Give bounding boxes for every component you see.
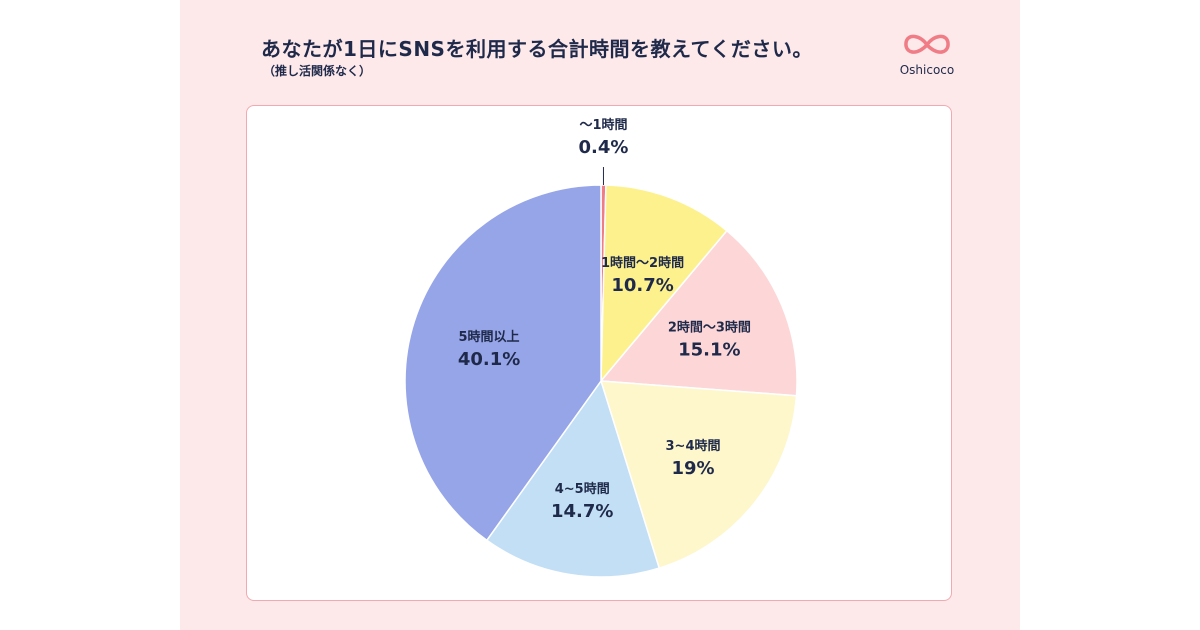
slice-label: 5時間以上 [459,329,520,345]
chart-title: あなたが1日にSNSを利用する合計時間を教えてください。 [261,37,813,61]
slice-value: 14.7% [551,501,613,522]
slice-value: 15.1% [678,339,740,360]
logo-text: Oshicoco [899,63,955,77]
slice-label: 3~4時間 [666,438,721,454]
pie-slice [600,184,728,384]
slice-label: 4~5時間 [555,481,610,497]
pie-slice [599,380,798,570]
pie-chart: 〜1時間 0.4% 1時間〜2時間 10.7% 2時間〜3時間 15.1% 3~4時間 19%… [404,117,798,578]
chart-card: 〜1時間 0.4% 1時間〜2時間 10.7% 2時間〜3時間 15.1% 3~4時間 19%… [246,105,952,601]
chart-subtitle: （推し活関係なく） [263,64,372,78]
slice-value: 10.7% [611,275,673,296]
slice-value: 0.4% [579,137,629,158]
slice-label: 2時間〜3時間 [668,319,751,335]
slice-label: 1時間〜2時間 [601,255,684,271]
pie-slice [599,229,798,397]
slice-label: 〜1時間 [579,117,627,133]
brand-logo: Oshicoco [895,30,959,80]
pie-slice [485,379,661,578]
pie-slice [404,184,602,542]
double-heart-logo-icon [904,34,950,54]
slice-value: 19% [671,458,714,479]
slice-value: 40.1% [458,349,520,370]
